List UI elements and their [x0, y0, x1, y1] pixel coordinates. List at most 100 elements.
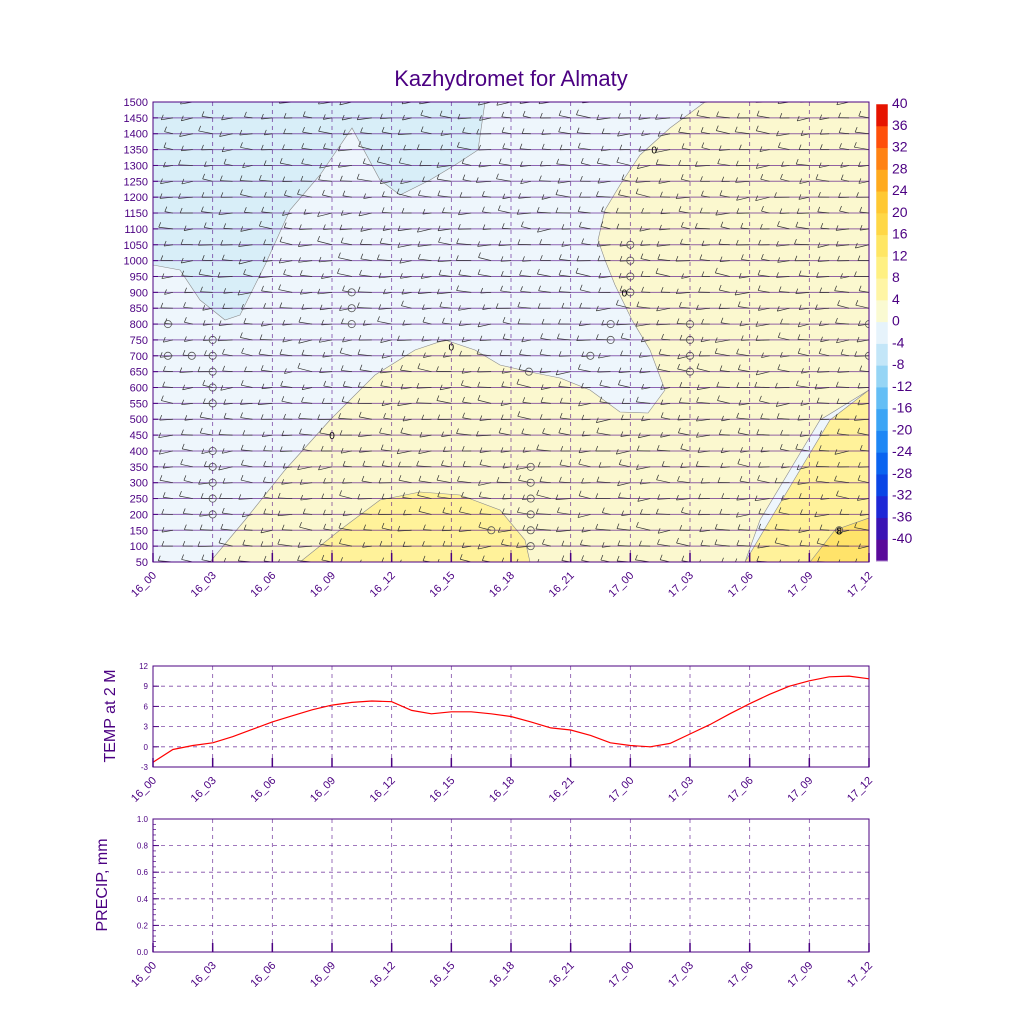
wind-barb-shaft [641, 418, 651, 422]
wind-barb-flag [595, 305, 599, 311]
panel-time-axis-tick-label: 16_18 [487, 960, 517, 990]
wind-barb-flag [462, 412, 465, 418]
wind-barb-shaft [695, 227, 710, 230]
wind-barb-flag [500, 270, 504, 277]
wind-barb-flag [379, 427, 382, 434]
wind-barb-flag [701, 240, 705, 246]
wind-barb-flag [417, 227, 420, 233]
wind-barb-flag [239, 129, 243, 136]
wind-barb-flag [458, 526, 462, 532]
wind-barb-flag [160, 178, 163, 184]
wind-barb-flag [220, 240, 223, 246]
wind-barb-flag [301, 143, 304, 149]
wind-barb-flag [501, 223, 505, 229]
wind-barb-shaft [259, 225, 273, 230]
wind-barb-flag [479, 115, 482, 121]
wind-barb-flag [657, 528, 661, 534]
wind-barb-flag [458, 269, 462, 275]
wind-barb-flag [858, 285, 862, 291]
wind-barb-flag [518, 193, 521, 199]
wind-barb-shaft [301, 163, 313, 166]
wind-barb-shaft [717, 400, 730, 404]
wind-barb-flag [478, 491, 482, 497]
wind-barb-shaft [778, 511, 790, 515]
wind-barb-shaft [164, 131, 173, 135]
wind-barb-flag [581, 555, 584, 561]
wind-barb-shaft [817, 211, 830, 214]
wind-barb-shaft [855, 244, 869, 249]
wind-barb-shaft [718, 243, 730, 246]
wind-barb-shaft [397, 339, 412, 342]
wind-barb-flag [159, 193, 163, 199]
wind-barb-flag [201, 206, 204, 212]
wind-barb-flag [795, 221, 799, 227]
wind-barb-shaft [222, 370, 233, 373]
wind-barb-shaft [737, 529, 750, 531]
wind-barb-flag [680, 238, 683, 245]
wind-barb-flag [496, 477, 500, 483]
wind-barb-flag [203, 222, 207, 228]
wind-barb-shaft [739, 480, 750, 484]
wind-barb-shaft [857, 479, 869, 484]
wind-barb-flag [774, 523, 778, 530]
wind-barb-flag [836, 398, 840, 404]
wind-barb-shaft [577, 132, 591, 135]
wind-barb-shaft [800, 403, 810, 406]
wind-barb-flag [340, 210, 344, 216]
wind-barb-flag [436, 475, 440, 481]
wind-barb-flag [638, 352, 642, 358]
wind-barb-flag [558, 318, 561, 325]
wind-barb-shaft [458, 307, 472, 311]
wind-barb-flag [601, 542, 605, 548]
wind-barb-flag [777, 142, 781, 148]
wind-barb-flag [379, 238, 383, 244]
panel-time-axis-tick-label: 16_21 [547, 775, 577, 805]
wind-barb-flag [182, 349, 186, 356]
wind-barb-shaft [619, 244, 631, 247]
wind-barb-shaft [303, 212, 313, 215]
wind-barb-shaft [224, 163, 233, 166]
wind-barb-shaft [794, 243, 810, 246]
wind-barb-shaft [858, 165, 869, 167]
wind-barb-shaft [242, 544, 253, 547]
wind-barb-shaft [635, 323, 651, 327]
time-axis-1-tick-label: 16_15 [427, 570, 457, 600]
wind-barb-shaft [781, 498, 790, 501]
wind-barb-shaft [502, 131, 512, 135]
wind-barb-shaft [655, 149, 671, 153]
wind-barb-flag [754, 381, 758, 388]
wind-barb-shaft [319, 339, 333, 343]
wind-barb-flag [377, 509, 381, 515]
wind-barb-flag [317, 414, 320, 420]
wind-barb-flag [180, 102, 182, 105]
wind-barb-flag [558, 427, 562, 434]
wind-barb-flag [240, 444, 244, 451]
wind-barb-shaft [202, 178, 213, 182]
wind-barb-shaft [859, 211, 869, 214]
wind-barb-flag [578, 221, 582, 228]
wind-barb-shaft [795, 226, 810, 230]
wind-barb-shaft [860, 228, 869, 231]
wind-barb-shaft [676, 323, 691, 325]
wind-barb-flag [719, 190, 723, 196]
wind-barb-flag [418, 506, 422, 512]
wind-barb-flag [500, 256, 504, 262]
wind-barb-shaft [858, 180, 869, 184]
wind-barb-shaft [834, 450, 850, 455]
wind-barb-flag [261, 431, 265, 437]
wind-barb-shaft [263, 513, 273, 515]
wind-barb-flag [736, 540, 740, 546]
height-tick-label: 850 [130, 303, 148, 315]
wind-barb-shaft [341, 323, 352, 325]
wind-barb-shaft [416, 402, 432, 404]
wind-barb-shaft [860, 449, 869, 452]
wind-barb-flag [580, 157, 584, 164]
wind-barb-shaft [262, 434, 273, 438]
wind-barb-flag [217, 272, 221, 278]
wind-barb-flag [736, 382, 740, 388]
colorbar-label: -24 [892, 443, 912, 459]
wind-barb-flag [297, 189, 300, 195]
wind-barb-flag [617, 131, 620, 137]
time-axis-1-tick-label: 16_00 [129, 570, 159, 600]
wind-barb-flag [657, 539, 660, 545]
